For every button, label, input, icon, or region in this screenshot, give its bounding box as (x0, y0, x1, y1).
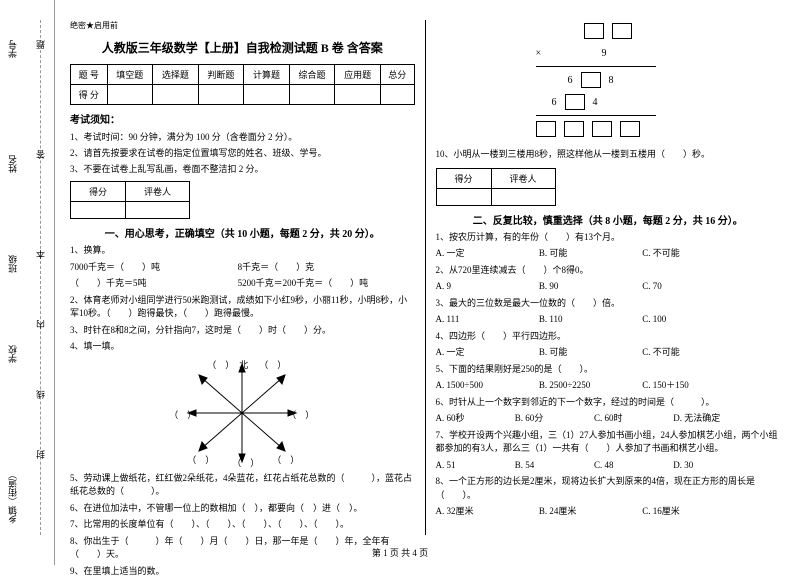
notice-title: 考试须知： (70, 111, 415, 126)
th-1: 填空题 (107, 65, 153, 85)
label-xingming: 姓名 (6, 155, 19, 173)
label-banji: 班级 (6, 255, 19, 273)
q9: 9、在里填上适当的数。 (70, 565, 415, 578)
exam-title: 人教版三年级数学【上册】自我检测试题 B 卷 含答案 (70, 39, 415, 56)
eval-reviewer: 评卷人 (126, 182, 190, 202)
fold-ti: 题 (34, 40, 47, 49)
times-sign: × (536, 48, 556, 59)
multiplication-diagram: ×9 68 64 (536, 20, 781, 140)
th-5: 综合题 (289, 65, 335, 85)
q3: 3、时针在8和8之间，分针指向7，这时是（ ）时（ ）分。 (70, 324, 415, 338)
q6: 6、在进位加法中，不管哪一位上的数相加（ ），都要向（ ）进（ ）。 (70, 502, 415, 516)
p2q3: 3、最大的三位数是最大一位数的（ ）倍。 (436, 297, 781, 311)
instructions: 1、考试时间：90 分钟，满分为 100 分（含卷面分 2 分）。 2、请首先按… (70, 130, 415, 175)
q1-row1: 7000千克＝（ ）吨 8千克＝（ ）克 (70, 261, 415, 275)
q2: 2、体育老师对小组同学进行50米跑测试，成绩如下小红9秒，小丽11秒，小明8秒，… (70, 294, 415, 321)
row-label: 得 分 (71, 85, 108, 105)
fold-nei: 内 (34, 320, 47, 329)
th-3: 判断题 (198, 65, 244, 85)
p2q7: 7、学校开设两个兴趣小组，三（1）27人参加书画小组，24人参加棋艺小组，两个小… (436, 429, 781, 456)
page-footer: 第 1 页 共 4 页 (0, 546, 800, 559)
label-xuehao: 学号 (6, 40, 19, 58)
part2-title: 二、反复比较，慎重选择（共 8 小题，每题 2 分，共 16 分）。 (436, 212, 781, 227)
th-7: 总分 (380, 65, 414, 85)
p2q2: 2、从720里连续减去（ ）个8得0。 (436, 264, 781, 278)
p2q1: 1、按农历计算，有的年份（ ）有13个月。 (436, 231, 781, 245)
fold-feng: 封 (34, 450, 47, 459)
q10: 10、小明从一楼到三楼用8秒，照这样他从一楼到五楼用（ ）秒。 (436, 148, 781, 162)
compass-diagram: （ ） 北 （ ） （ ） （ ） （ ） （ ） （ ） (177, 358, 307, 468)
p2q5: 5、下面的结果刚好是250的是（ ）。 (436, 363, 781, 377)
fold-da: 答 (34, 150, 47, 159)
page-body: 绝密★启用前 人教版三年级数学【上册】自我检测试题 B 卷 含答案 题 号 填空… (0, 0, 800, 535)
right-column: ×9 68 64 10、小明从一楼到三楼用8秒，照这样他从一楼到五楼用（ ）秒。… (426, 20, 791, 535)
part1-title: 一、用心思考，正确填空（共 10 小题，每题 2 分，共 20 分）。 (70, 225, 415, 240)
th-2: 选择题 (153, 65, 199, 85)
instr-1: 1、考试时间：90 分钟，满分为 100 分（含卷面分 2 分）。 (70, 130, 415, 143)
score-table: 题 号 填空题 选择题 判断题 计算题 综合题 应用题 总分 得 分 (70, 64, 415, 105)
th-6: 应用题 (335, 65, 381, 85)
score-header-row: 题 号 填空题 选择题 判断题 计算题 综合题 应用题 总分 (71, 65, 415, 85)
th-0: 题 号 (71, 65, 108, 85)
binding-sidebar: 学号 姓名 班级 学校 乡镇（街道） 题 答 本 内 线 封 (0, 0, 55, 565)
instr-3: 3、不要在试卷上乱写乱画，卷面不整洁扣 2 分。 (70, 162, 415, 175)
score-value-row: 得 分 (71, 85, 415, 105)
q4-stem: 4、填一填。 (70, 340, 415, 354)
th-4: 计算题 (244, 65, 290, 85)
p2q8: 8、一个正方形的边长是2厘米，现将边长扩大到原来的4倍，现在正方形的周长是（ ）… (436, 475, 781, 502)
p2q6: 6、时针从上一个数字到邻近的下一个数字，经过的时间是（ ）。 (436, 396, 781, 410)
eval-table-1: 得分评卷人 (70, 181, 190, 219)
q5: 5、劳动课上做纸花，红红做2朵纸花，4朵蓝花，红花占纸花总数的（ ），蓝花占纸花… (70, 472, 415, 499)
label-xuexiao: 学校 (6, 345, 19, 363)
q1-row2: （ ）千克＝5吨 5200千克＝200千克＝（ ）吨 (70, 277, 415, 291)
eval-table-2: 得分评卷人 (436, 168, 556, 206)
q1-stem: 1、换算。 (70, 244, 415, 258)
q7: 7、比常用的长度单位有（ ）、（ ）、（ ）、（ ）、（ ）。 (70, 518, 415, 532)
north-label: 北 (239, 358, 248, 371)
label-xiangzhen: 乡镇（街道） (6, 470, 19, 524)
fold-ben: 本 (34, 250, 47, 259)
left-column: 绝密★启用前 人教版三年级数学【上册】自我检测试题 B 卷 含答案 题 号 填空… (60, 20, 426, 535)
instr-2: 2、请首先按要求在试卷的指定位置填写您的姓名、班级、学号。 (70, 146, 415, 159)
eval-score: 得分 (71, 182, 126, 202)
p2q4: 4、四边形（ ）平行四边形。 (436, 330, 781, 344)
fold-xian: 线 (34, 390, 47, 399)
confidential-tag: 绝密★启用前 (70, 20, 415, 31)
